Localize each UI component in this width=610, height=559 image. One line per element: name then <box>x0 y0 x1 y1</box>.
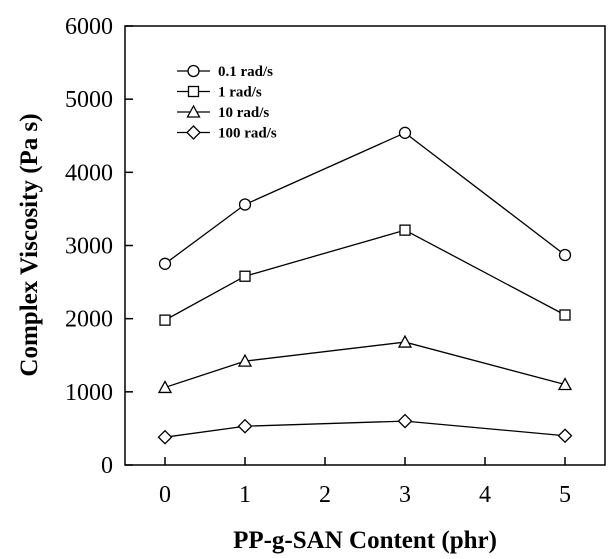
legend-label: 1 rad/s <box>218 85 262 101</box>
y-tick-label: 2000 <box>65 307 113 333</box>
legend-label: 100 rad/s <box>218 126 277 142</box>
x-tick-label: 0 <box>159 482 171 508</box>
series-0 <box>158 126 572 270</box>
x-axis-title: PP-g-SAN Content (phr) <box>233 527 497 554</box>
legend-marker <box>186 125 201 140</box>
y-tick-label: 6000 <box>65 14 113 40</box>
series-line <box>164 132 566 265</box>
series-1 <box>159 224 571 326</box>
x-tick-label: 4 <box>479 482 491 508</box>
x-tick-label: 3 <box>399 482 411 508</box>
data-point <box>559 309 571 321</box>
legend-item: 0.1 rad/s <box>177 64 273 80</box>
data-point <box>557 428 573 444</box>
series-line <box>164 229 566 321</box>
data-point <box>158 257 172 270</box>
y-tick-label: 3000 <box>65 234 113 260</box>
legend-item: 1 rad/s <box>177 85 262 101</box>
x-tick-label: 2 <box>319 482 331 508</box>
data-point <box>237 353 253 367</box>
series-line <box>164 341 566 389</box>
data-point <box>557 377 573 391</box>
legend-marker <box>187 85 200 98</box>
legend: 0.1 rad/s 1 rad/s 10 rad/s 100 rad/s <box>177 64 277 142</box>
y-tick-label: 1000 <box>65 380 113 406</box>
series-2 <box>157 334 573 394</box>
y-tick-label: 5000 <box>65 87 113 113</box>
x-tick-label: 5 <box>559 482 571 508</box>
axes-group: 0 1 2 3 4 5 0 1000 2000 3000 4000 5000 6000 <box>65 14 571 508</box>
series-line <box>164 420 566 438</box>
data-point <box>157 380 173 394</box>
data-point <box>237 418 253 434</box>
y-axis-title: Complex Viscosity (Pa s) <box>16 113 43 376</box>
legend-item: 10 rad/s <box>177 104 269 121</box>
data-point <box>558 248 572 262</box>
legend-marker <box>187 64 200 78</box>
legend-item: 100 rad/s <box>177 125 277 142</box>
y-tick-label: 0 <box>101 453 113 479</box>
data-point <box>397 334 413 348</box>
data-point <box>159 314 171 326</box>
legend-label: 10 rad/s <box>218 105 269 121</box>
data-point <box>398 126 412 139</box>
series-3 <box>157 413 573 445</box>
data-point <box>157 429 173 445</box>
data-point <box>239 270 251 282</box>
x-tick-label: 1 <box>239 482 251 508</box>
y-tick-label: 4000 <box>65 160 113 186</box>
data-point <box>399 224 411 236</box>
legend-marker <box>186 104 201 118</box>
data-point <box>238 198 252 211</box>
legend-label: 0.1 rad/s <box>218 64 273 80</box>
data-point <box>397 413 413 429</box>
series-group <box>157 126 573 445</box>
